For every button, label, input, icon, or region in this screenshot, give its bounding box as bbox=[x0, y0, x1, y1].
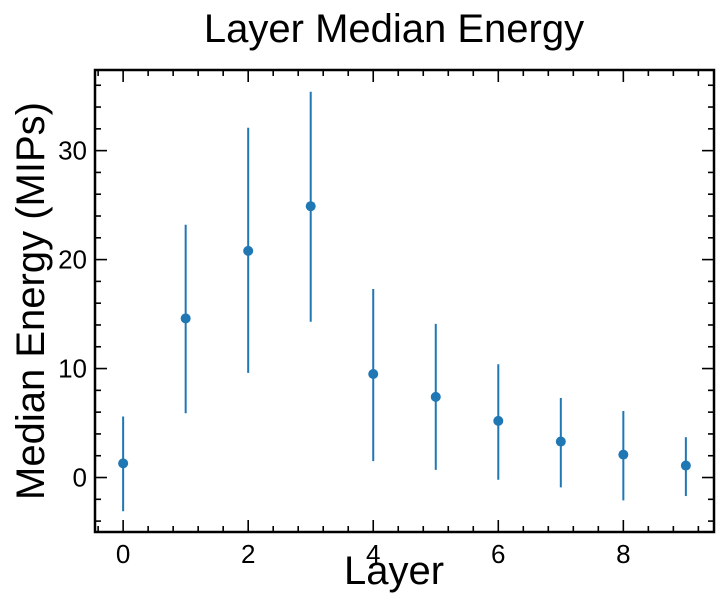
data-point bbox=[368, 369, 379, 380]
data-point bbox=[555, 436, 566, 447]
y-tick-label: 30 bbox=[58, 136, 87, 166]
x-tick-label: 0 bbox=[116, 539, 130, 569]
data-point bbox=[493, 415, 504, 426]
plot-frame bbox=[93, 68, 716, 534]
data-point bbox=[118, 458, 129, 469]
y-tick-label: 20 bbox=[58, 245, 87, 275]
data-point bbox=[305, 201, 316, 212]
y-axis-label: Median Energy (MIPs) bbox=[9, 102, 53, 500]
axis-ticks bbox=[95, 70, 714, 532]
x-axis-label: Layer bbox=[344, 549, 444, 593]
chart-title: Layer Median Energy bbox=[204, 7, 584, 51]
data-point bbox=[243, 245, 254, 256]
tick-labels: 0 2 4 6 8 0 10 20 30 bbox=[58, 136, 630, 569]
data-point bbox=[680, 460, 691, 471]
data-point bbox=[618, 449, 629, 460]
data-point bbox=[430, 391, 441, 402]
x-tick-label: 2 bbox=[241, 539, 255, 569]
y-tick-label: 0 bbox=[73, 463, 87, 493]
x-tick-label: 6 bbox=[491, 539, 505, 569]
data-marks bbox=[118, 91, 691, 512]
x-tick-label: 8 bbox=[616, 539, 630, 569]
data-point bbox=[180, 313, 191, 324]
x-tick-label: 4 bbox=[366, 539, 380, 569]
y-tick-label: 10 bbox=[58, 354, 87, 384]
